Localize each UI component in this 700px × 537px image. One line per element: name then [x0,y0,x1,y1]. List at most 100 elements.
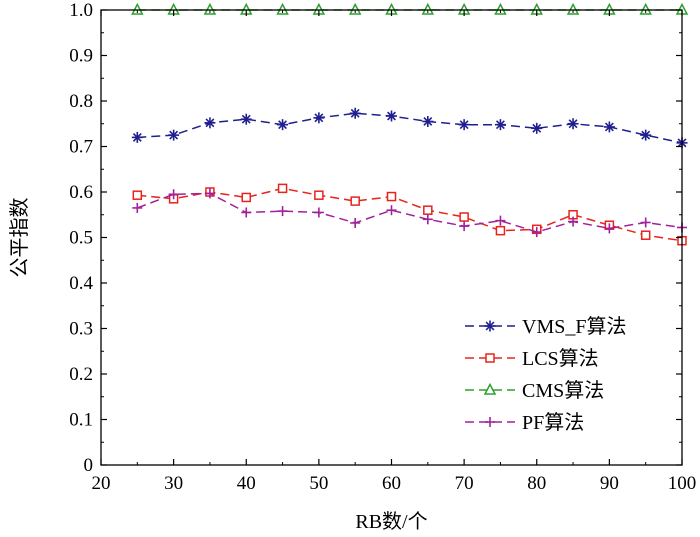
star-marker-spoke [459,120,469,130]
data-point [204,188,215,199]
square-marker-shape [350,196,360,206]
x-tick-label: 20 [92,473,111,494]
star-marker-spoke [495,120,505,130]
legend: VMS_F算法 LCS算法 CMS算法 PF算法 [465,315,626,434]
legend-entry: LCS算法 [465,347,599,370]
series-3 [131,2,689,15]
legend-label: CMS算法 [522,379,604,402]
triangle-marker-shape [203,2,217,15]
data-point [639,2,652,15]
series-line [137,187,683,242]
triangle-marker-shape [639,2,652,15]
star-marker-spoke [350,108,360,118]
triangle-marker-shape [131,2,144,15]
data-point [350,196,360,206]
axes-layer: 20 30 40 50 60 70 80 90 100 0 0.1 0.2 0.3 0.4 0.5 0.6 0.… [69,0,696,494]
x-tick-label: 80 [527,473,546,494]
series-4 [132,188,687,238]
star-marker-spoke [568,119,578,129]
legend-marker [485,353,495,363]
star-marker-spoke [485,321,495,331]
star-marker-spoke [604,122,614,132]
y-axis-title: 公平指数 [8,198,31,278]
y-tick-label: 0.7 [69,137,93,158]
y-tick-label: 0.4 [69,273,93,294]
y-tick-label: 0.1 [69,410,93,431]
legend-marker [485,417,495,427]
data-point [603,121,615,133]
star-marker-spoke [132,132,142,142]
data-point [458,119,470,131]
data-point [277,206,288,217]
data-point [421,2,435,15]
y-tick-label: 0.2 [69,364,93,385]
data-point [531,122,543,134]
data-point [203,2,217,15]
triangle-marker-shape [276,2,289,15]
data-point [313,207,324,218]
y-tick-label: 0.5 [69,228,93,249]
triangle-marker-shape [494,2,507,15]
data-point [423,205,433,215]
data-point [386,191,397,202]
data-point [204,117,216,129]
data-point [314,190,324,200]
data-point [276,2,289,15]
data-point [348,2,362,15]
data-point [640,129,652,141]
square-marker-shape [241,192,251,203]
x-tick-label: 100 [668,473,697,494]
triangle-marker-shape [566,2,580,15]
square-marker-shape [495,225,506,236]
data-point [422,214,433,225]
data-point [168,129,180,141]
star-marker-spoke [205,118,215,128]
y-tick-label: 0 [84,455,94,476]
star-marker-spoke [532,123,542,133]
series-layer [131,2,689,246]
legend-label: LCS算法 [522,347,599,370]
series-1 [131,107,688,149]
data-point [386,110,397,122]
data-point [459,212,469,222]
legend-label: VMS_F算法 [522,315,626,338]
legend-entry: CMS算法 [465,379,604,402]
triangle-marker-shape [348,2,362,15]
y-tick-label: 0.8 [69,91,93,112]
legend-label: PF算法 [522,411,584,434]
star-marker-spoke [169,130,179,140]
x-tick-label: 30 [164,473,183,494]
data-point [495,215,506,226]
square-marker-shape [423,205,433,215]
square-marker-shape [485,353,495,363]
legend-entry: VMS_F算法 [465,315,626,338]
data-point [350,217,361,228]
series-line [137,192,683,233]
x-tick-label: 50 [309,473,328,494]
square-marker-shape [386,191,397,202]
star-marker-spoke [241,114,251,124]
data-point [240,113,252,125]
y-tick-label: 0.9 [69,46,93,67]
star-marker-spoke [387,111,396,121]
square-marker-shape [459,212,469,222]
data-point [566,2,580,15]
data-point [131,131,143,143]
data-point [494,119,506,131]
series-line [137,112,683,144]
x-tick-label: 40 [237,473,256,494]
star-marker-spoke [423,117,433,126]
data-point [241,207,252,218]
data-point [567,118,579,130]
data-point [495,225,506,236]
data-point [241,192,251,203]
data-point [640,217,651,228]
data-point [132,190,143,200]
data-point [313,112,325,124]
legend-marker [484,320,496,332]
triangle-marker-shape [421,2,435,15]
data-point [494,2,507,15]
data-point [132,202,143,213]
x-tick-label: 70 [455,473,474,494]
data-point [386,205,397,216]
